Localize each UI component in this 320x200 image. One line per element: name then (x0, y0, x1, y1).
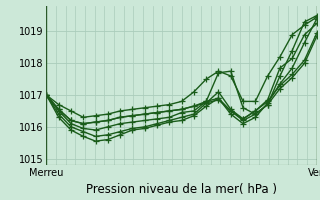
X-axis label: Pression niveau de la mer( hPa ): Pression niveau de la mer( hPa ) (86, 183, 277, 196)
